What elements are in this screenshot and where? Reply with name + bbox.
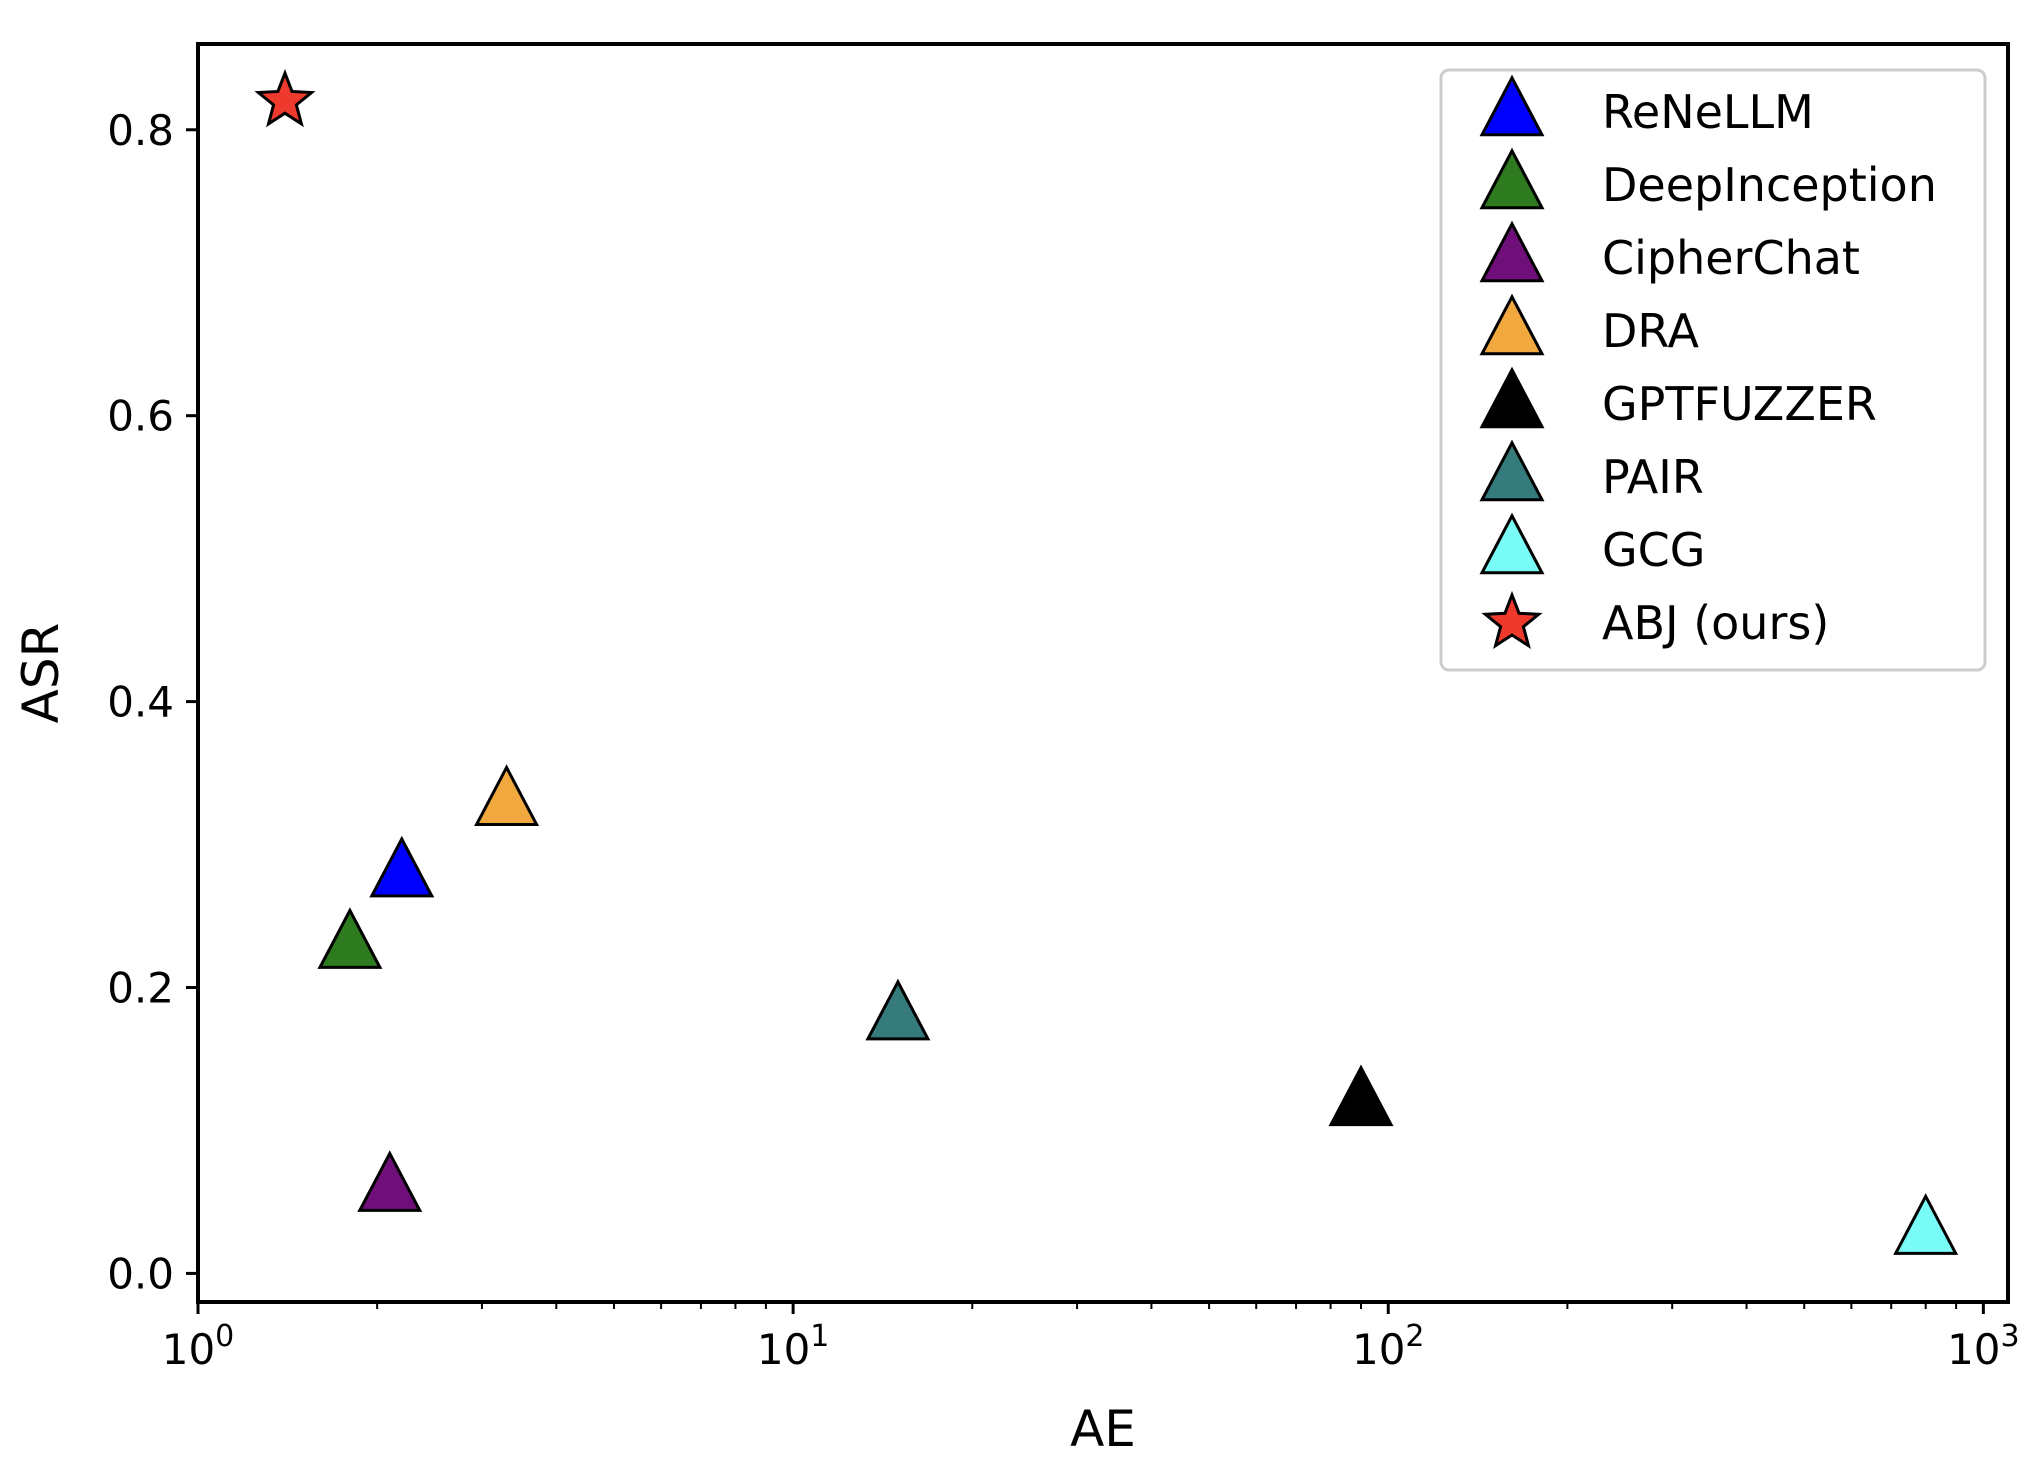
x-tick-base: 10	[1947, 1325, 2000, 1374]
legend-marker-renellm	[1479, 74, 1545, 137]
legend-label-cipherchat: CipherChat	[1602, 231, 1860, 285]
legend-label-gcg: GCG	[1602, 523, 1705, 577]
x-axis-title: AE	[1070, 1400, 1136, 1458]
data-point-pair	[865, 978, 931, 1041]
x-tick-exponent: 2	[1405, 1319, 1424, 1354]
legend-marker-pair	[1479, 439, 1545, 502]
legend-marker-cipherchat	[1479, 220, 1545, 283]
x-tick-exponent: 1	[810, 1319, 829, 1354]
data-point-dra	[474, 764, 540, 826]
data-point-cipherchat	[357, 1150, 423, 1212]
legend-marker-gcg	[1479, 512, 1545, 575]
legend: ReNeLLM DeepInception CipherChat DRA GPTFUZZ…	[1439, 68, 1987, 672]
plot-area-frame	[196, 42, 2010, 1304]
data-point-renellm	[369, 835, 435, 898]
y-tick-label: 0.0	[107, 1249, 174, 1298]
data-point-gcg	[1893, 1193, 1959, 1255]
legend-marker-deepinception	[1479, 147, 1545, 210]
legend-label-gptfuzzer: GPTFUZZER	[1602, 377, 1877, 431]
x-tick-base: 10	[1352, 1325, 1405, 1374]
legend-box	[1439, 68, 1987, 672]
x-tick-exponent: 0	[215, 1319, 234, 1354]
x-tick-exponent: 3	[2001, 1319, 2020, 1354]
x-tick-label: 102	[1352, 1319, 1425, 1374]
legend-label-abj-ours: ABJ (ours)	[1602, 596, 1829, 650]
x-tick-label: 101	[757, 1319, 830, 1374]
x-tick-label: 103	[1947, 1319, 2020, 1374]
legend-label-renellm: ReNeLLM	[1602, 85, 1814, 139]
x-tick-label: 100	[162, 1319, 235, 1374]
y-axis-title: ASR	[12, 623, 70, 724]
legend-label-dra: DRA	[1602, 304, 1700, 358]
x-tick-base: 10	[757, 1325, 810, 1374]
y-tick-label: 0.6	[107, 392, 174, 441]
legend-marker-dra	[1479, 293, 1545, 356]
y-tick-label: 0.2	[107, 964, 174, 1013]
legend-label-deepinception: DeepInception	[1602, 158, 1937, 212]
x-tick-base: 10	[162, 1325, 215, 1374]
data-point-deepinception	[317, 907, 383, 969]
data-point-abj-ours	[254, 69, 316, 128]
y-tick-label: 0.8	[107, 106, 174, 155]
data-point-gptfuzzer	[1328, 1064, 1394, 1127]
legend-marker-gptfuzzer	[1479, 366, 1545, 429]
legend-marker-abj-ours	[1481, 590, 1543, 650]
legend-label-pair: PAIR	[1602, 450, 1704, 504]
y-tick-label: 0.4	[107, 678, 174, 727]
